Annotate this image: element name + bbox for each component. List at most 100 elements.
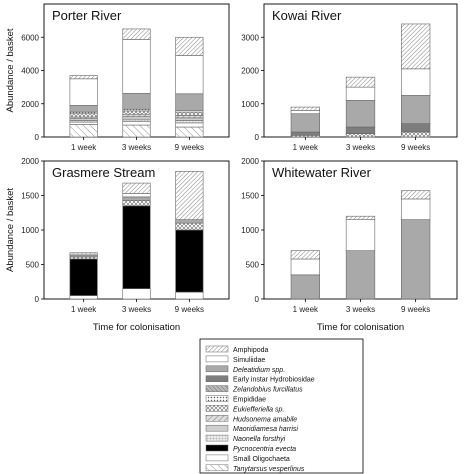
x-axis-label: Time for colonisation: [317, 322, 404, 333]
bar-segment-small-oligochaeta: [69, 121, 98, 125]
legend-swatch: [205, 434, 229, 442]
legend-swatch: [205, 405, 229, 412]
legend-label: Eukiefferiella sp.: [233, 406, 284, 413]
legend-swatch: [205, 365, 229, 373]
bar-segment-simuliidae: [290, 110, 320, 115]
bar-segment-amphipoda: [122, 28, 151, 40]
legend-swatch: [205, 395, 229, 402]
bar-segment-amphipoda: [290, 106, 320, 111]
bar-segment-deleatidium-spp-: [175, 219, 204, 224]
bar-segment-deleatidium-spp-: [401, 219, 431, 300]
panel-title: Whitewater River: [272, 165, 372, 180]
legend-swatch: [205, 345, 229, 353]
panel-title: Porter River: [52, 8, 122, 23]
y-tick-label: 2000: [21, 157, 39, 166]
bar-segment-eukiefferiella-sp-: [69, 113, 98, 118]
bar-segment-hudsonema-amabile: [175, 115, 204, 119]
bar-segment-simuliidae: [122, 193, 151, 198]
panel-title: Grasmere Stream: [52, 165, 155, 180]
bar-segment-amphipoda: [69, 252, 98, 255]
y-tick-label: 1000: [241, 100, 259, 109]
bar-segment-early-instar-hydrobiosidae: [345, 126, 376, 134]
bar-segment-amphipoda: [122, 182, 151, 194]
bar-segment-tanytarsus-vesperlinus: [122, 124, 151, 138]
bar-segment-amphipoda: [401, 23, 431, 70]
bar-segment-simuliidae: [345, 86, 376, 101]
bar-segment-deleatidium-spp-: [69, 105, 98, 113]
bar-segment-naonella-forsthyi: [175, 120, 204, 124]
y-tick-label: 0: [255, 295, 260, 304]
bar-segment-early-instar-hydrobiosidae: [401, 123, 431, 133]
bar-segment-naonella-forsthyi: [122, 118, 151, 123]
chart-panel-0: 0 2000 4000 6000 Porter River 1 week 3 weeks 9 …: [5, 3, 230, 152]
bar-segment-simuliidae: [401, 198, 431, 220]
bar-segment-deleatidium-spp-: [122, 196, 151, 201]
bar-segment-maoridiamesa-harrisi: [122, 116, 151, 120]
bar-segment-amphipoda: [345, 215, 376, 220]
x-tick-label: 3 weeks: [346, 305, 375, 314]
bar-segment-amphipoda: [345, 76, 376, 88]
bar-segment-simuliidae: [69, 78, 98, 106]
y-tick-label: 6000: [21, 33, 39, 42]
x-tick-label: 9 weeks: [175, 305, 204, 314]
bar-segment-eukiefferiella-sp-: [401, 131, 431, 138]
legend-swatch: [205, 444, 229, 452]
x-tick-label: 9 weeks: [401, 305, 430, 314]
bar-segment-deleatidium-spp-: [122, 93, 151, 110]
bar-segment-eukiefferiella-sp-: [122, 200, 151, 207]
panel-title: Kowai River: [272, 8, 342, 23]
legend-swatch: [205, 464, 229, 472]
legend-label: Amphipoda: [233, 347, 269, 354]
bar-segment-pycnocentria-evecta: [69, 258, 98, 296]
bar-segment-deleatidium-spp-: [290, 113, 320, 133]
legend-label: Pycnocentria evecta: [233, 446, 296, 453]
x-axis-label: Time for colonisation: [93, 322, 180, 333]
legend-swatch: [205, 355, 229, 363]
legend-swatch: [205, 375, 229, 382]
x-tick-label: 3 weeks: [122, 143, 151, 152]
legend-label: Hudsonema amabile: [233, 416, 297, 423]
bar-segment-simuliidae: [401, 68, 431, 96]
y-tick-label: 0: [35, 133, 40, 142]
y-axis-label: Abundance / basket: [5, 28, 16, 112]
bar-segment-amphipoda: [175, 36, 204, 56]
bar-segment-maoridiamesa-harrisi: [175, 117, 204, 121]
y-tick-label: 500: [26, 261, 40, 270]
y-tick-label: 4000: [21, 67, 39, 76]
bar-segment-eukiefferiella-sp-: [69, 256, 98, 260]
bar-segment-simuliidae: [345, 219, 376, 251]
x-tick-label: 1 week: [293, 143, 319, 152]
bar-segment-deleatidium-spp-: [345, 100, 376, 128]
bar-segment-simuliidae: [175, 55, 204, 95]
x-tick-label: 1 week: [71, 143, 97, 152]
y-tick-label: 1500: [241, 192, 259, 201]
legend-swatch: [205, 415, 229, 422]
bar-segment-tanytarsus-vesperlinus: [175, 126, 204, 138]
bar-segment-deleatidium-spp-: [290, 274, 320, 300]
chart-panel-2: 0 500 1000 1500 2000 Grasmere Stream 1 week 3 w…: [5, 157, 230, 333]
y-tick-label: 2000: [21, 100, 39, 109]
x-tick-label: 1 week: [293, 305, 319, 314]
legend-label: Maoridiamesa harrisi: [233, 426, 298, 433]
bar-segment-simuliidae: [122, 39, 151, 94]
y-tick-label: 3000: [241, 33, 259, 42]
bar-segment-deleatidium-spp-: [401, 95, 431, 125]
bar-segment-eukiefferiella-sp-: [122, 110, 151, 115]
bar-segment-early-instar-hydrobiosidae: [290, 131, 320, 136]
legend-label: Simuliidae: [233, 357, 265, 364]
bar-segment-tanytarsus-vesperlinus: [69, 124, 98, 138]
x-tick-label: 3 weeks: [122, 305, 151, 314]
bar-segment-pycnocentria-evecta: [122, 205, 151, 289]
bar-segment-small-oligochaeta: [175, 122, 204, 128]
y-tick-label: 0: [255, 133, 260, 142]
bar-segment-amphipoda: [401, 190, 431, 200]
y-tick-label: 1000: [241, 226, 259, 235]
chart-panel-1: 0 1000 2000 3000 Kowai River 1 week 3 weeks 9 w…: [241, 3, 458, 152]
legend-label: Empididae: [233, 397, 266, 404]
bar-segment-eukiefferiella-sp-: [345, 133, 376, 138]
legend-label: Early instar Hydrobiosidae: [233, 377, 315, 384]
bar-segment-eukiefferiella-sp-: [175, 111, 204, 116]
bar-segment-small-oligochaeta: [122, 121, 151, 126]
x-tick-label: 3 weeks: [346, 143, 375, 152]
